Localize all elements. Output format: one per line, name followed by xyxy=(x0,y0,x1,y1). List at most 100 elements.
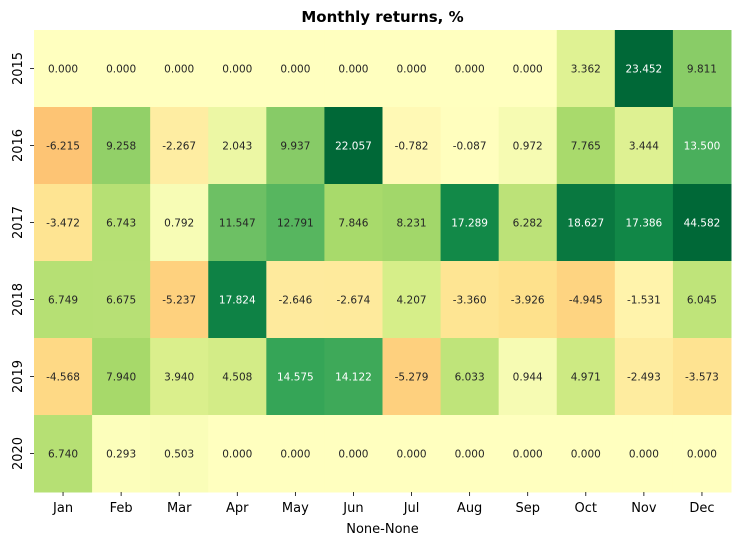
cell-value-label: 6.749 xyxy=(48,295,78,307)
heatmap-cell xyxy=(208,184,267,262)
cell-value-label: 0.000 xyxy=(687,449,717,461)
cell-value-label: 0.000 xyxy=(513,449,543,461)
heatmap-cell xyxy=(556,184,616,262)
y-tick-label: 2016 xyxy=(11,129,26,162)
cell-value-label: 9.811 xyxy=(687,64,717,76)
cell-value-label: 2.043 xyxy=(222,141,252,153)
cell-value-label: 17.386 xyxy=(626,218,663,230)
cell-value-label: 9.258 xyxy=(106,141,136,153)
cell-value-label: 0.972 xyxy=(513,141,543,153)
heatmap-cell xyxy=(672,415,732,493)
heatmap-cell xyxy=(382,338,442,416)
x-tick-label: Nov xyxy=(631,501,657,516)
heatmap-cell xyxy=(324,107,383,185)
cell-value-label: 0.792 xyxy=(164,218,194,230)
cell-value-label: 13.500 xyxy=(684,141,721,153)
cell-value-label: 6.743 xyxy=(106,218,136,230)
heatmap-cell xyxy=(150,261,209,339)
cell-value-label: 0.944 xyxy=(513,372,543,384)
heatmap-cell xyxy=(556,261,616,339)
heatmap-cell xyxy=(266,261,325,339)
cell-value-label: 0.000 xyxy=(629,449,659,461)
x-tick-label: Jun xyxy=(342,501,363,516)
heatmap-cell xyxy=(92,415,151,493)
cell-value-label: 4.971 xyxy=(571,372,601,384)
cell-value-label: 17.289 xyxy=(451,218,488,230)
heatmap-cell xyxy=(440,261,500,339)
heatmap-cell xyxy=(672,30,732,108)
heatmap-cell xyxy=(672,184,732,262)
heatmap-cell xyxy=(266,415,325,493)
heatmap-cell xyxy=(150,30,209,108)
cell-value-label: 0.000 xyxy=(280,64,310,76)
heatmap-cell xyxy=(266,338,325,416)
cell-value-label: -5.279 xyxy=(395,372,429,384)
heatmap-cell xyxy=(324,415,383,493)
heatmap-cells: 0.000 0.000 0.000 0.000 0.000 0.000 0.000 0.000… xyxy=(34,30,732,493)
heatmap-cell xyxy=(440,415,500,493)
x-axis-label: None-None xyxy=(346,522,419,537)
cell-value-label: 0.000 xyxy=(280,449,310,461)
heatmap-cell xyxy=(208,338,267,416)
heatmap-cell xyxy=(498,261,558,339)
heatmap-cell xyxy=(92,184,151,262)
heatmap-cell xyxy=(498,338,558,416)
heatmap-cell xyxy=(440,184,500,262)
heatmap-cell xyxy=(382,30,442,108)
cell-value-label: -4.945 xyxy=(569,295,603,307)
cell-value-label: 0.000 xyxy=(48,64,78,76)
cell-value-label: -2.646 xyxy=(278,295,312,307)
cell-value-label: 14.122 xyxy=(335,372,372,384)
heatmap-cell xyxy=(92,338,151,416)
heatmap-cell xyxy=(208,415,267,493)
cell-value-label: 17.824 xyxy=(219,295,256,307)
cell-value-label: -2.267 xyxy=(162,141,196,153)
heatmap-cell xyxy=(34,184,93,262)
heatmap-cell xyxy=(382,107,442,185)
cell-value-label: 18.627 xyxy=(567,218,604,230)
heatmap-cell xyxy=(614,30,674,108)
heatmap-cell xyxy=(672,261,732,339)
cell-value-label: 9.937 xyxy=(280,141,310,153)
heatmap-cell xyxy=(324,261,383,339)
heatmap-cell xyxy=(208,30,267,108)
cell-value-label: 23.452 xyxy=(626,64,663,76)
y-tick-label: 2017 xyxy=(11,206,26,239)
cell-value-label: 0.503 xyxy=(164,449,194,461)
cell-value-label: 3.940 xyxy=(164,372,194,384)
cell-value-label: -3.472 xyxy=(46,218,80,230)
cell-value-label: -0.782 xyxy=(395,141,429,153)
heatmap-cell xyxy=(34,30,93,108)
y-tick-label: 2020 xyxy=(11,437,26,470)
heatmap-cell xyxy=(614,184,674,262)
cell-value-label: 0.000 xyxy=(571,449,601,461)
cell-value-label: 6.045 xyxy=(687,295,717,307)
cell-value-label: -3.360 xyxy=(453,295,487,307)
cell-value-label: -1.531 xyxy=(627,295,661,307)
x-tick-label: Apr xyxy=(226,501,249,516)
heatmap-cell xyxy=(672,107,732,185)
heatmap-cell xyxy=(614,107,674,185)
cell-value-label: -5.237 xyxy=(162,295,196,307)
cell-value-label: -0.087 xyxy=(453,141,487,153)
heatmap-cell xyxy=(266,30,325,108)
x-tick-label: Mar xyxy=(167,501,192,516)
heatmap-cell xyxy=(614,261,674,339)
y-tick-label: 2015 xyxy=(11,52,26,85)
cell-value-label: 0.000 xyxy=(397,449,427,461)
heatmap-cell xyxy=(556,415,616,493)
cell-value-label: 6.033 xyxy=(455,372,485,384)
x-tick-label: Aug xyxy=(457,501,482,516)
heatmap-cell xyxy=(614,338,674,416)
heatmap-cell xyxy=(208,107,267,185)
heatmap-cell xyxy=(382,415,442,493)
heatmap-cell xyxy=(440,338,500,416)
heatmap-cell xyxy=(150,107,209,185)
heatmap-cell xyxy=(498,184,558,262)
cell-value-label: 6.675 xyxy=(106,295,136,307)
cell-value-label: 22.057 xyxy=(335,141,372,153)
cell-value-label: 7.846 xyxy=(338,218,368,230)
cell-value-label: -3.926 xyxy=(511,295,545,307)
heatmap-cell xyxy=(34,261,93,339)
